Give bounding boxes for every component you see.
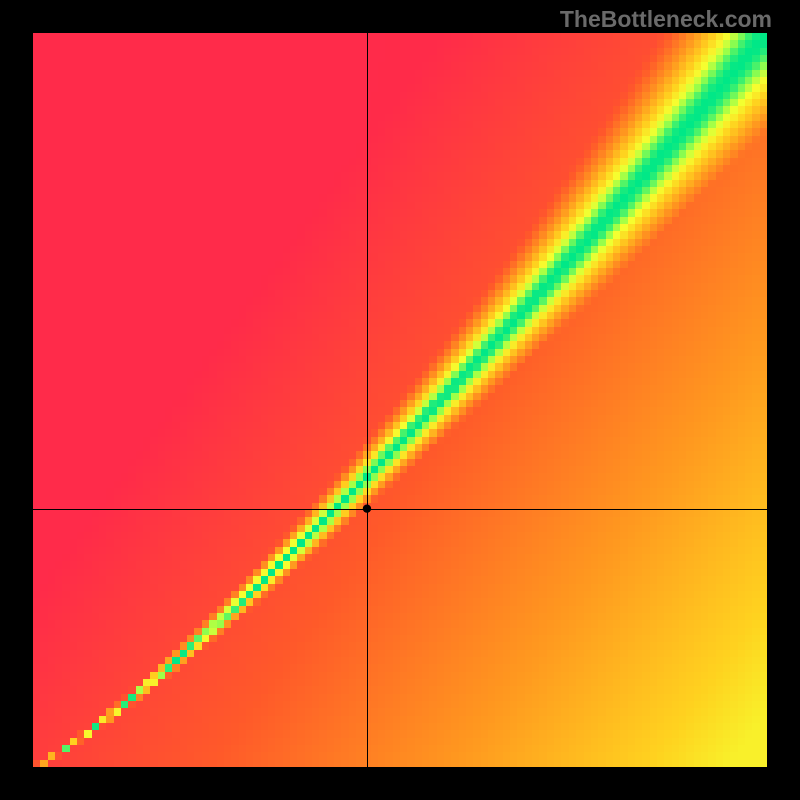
bottleneck-heatmap [33,33,767,767]
watermark-text: TheBottleneck.com [560,6,772,33]
chart-container: TheBottleneck.com [0,0,800,800]
